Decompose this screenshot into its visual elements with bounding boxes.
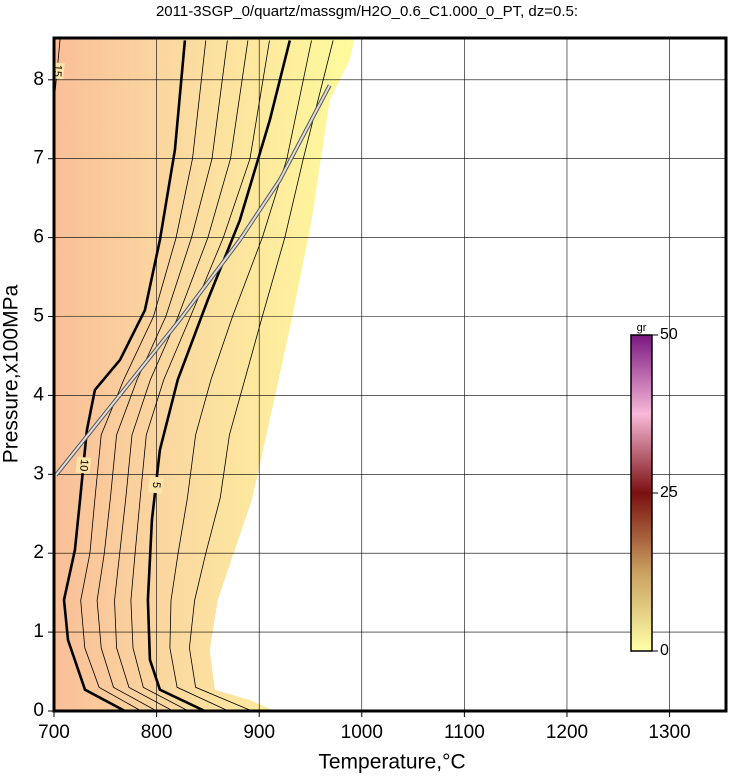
reaction-line-core [55, 84, 331, 476]
contour-line [188, 40, 334, 711]
axes: 700 800 900 1000 1100 1200 1300 0 1 2 3 4 5 6 7 8 gr 0 25 5… [33, 69, 690, 743]
plot-area: 15 10 5 [51, 38, 726, 711]
colorbar [630, 334, 653, 652]
x-tick-label: 1000 [341, 722, 383, 743]
x-tick-label: 1300 [648, 722, 690, 743]
x-tick-label: 700 [38, 722, 70, 743]
contour-label-bg [148, 476, 164, 494]
y-tick-label: 5 [33, 306, 44, 327]
contour-label-bg [54, 62, 65, 80]
x-tick-label: 1200 [546, 722, 588, 743]
contour-label-bg [75, 456, 92, 474]
y-axis-label: Pressure,x100MPa [0, 284, 23, 463]
y-tick-label: 6 [33, 227, 44, 248]
x-tick-label: 900 [243, 722, 275, 743]
contour-line [96, 40, 228, 711]
y-tick-label: 0 [33, 700, 44, 721]
plot-frame [52, 36, 728, 713]
y-tick-label: 7 [33, 148, 44, 169]
x-tick-label: 1100 [444, 722, 485, 743]
contour-line [146, 40, 292, 711]
contour-line [62, 40, 187, 711]
colorbar-label: gr [637, 322, 647, 334]
contour-line [130, 40, 270, 711]
colorbar-tick-label: 50 [660, 326, 678, 343]
y-tick-label: 8 [33, 69, 44, 90]
colorbar-tick-label: 25 [660, 484, 678, 501]
contour-label: 5 [150, 481, 163, 488]
colorbar-tick-label: 0 [660, 642, 669, 659]
contour-label: 15 [51, 64, 64, 77]
contour-line [169, 40, 312, 711]
contour-label: 10 [77, 459, 90, 472]
y-tick-label: 4 [33, 384, 44, 405]
x-tick-label: 800 [141, 722, 173, 743]
y-tick-label: 1 [33, 621, 44, 642]
field [54, 38, 355, 711]
y-tick-label: 3 [33, 463, 44, 484]
contour-line [114, 40, 249, 711]
x-axis-label: Temperature,°C [318, 751, 465, 774]
y-tick-label: 2 [33, 542, 44, 563]
contour-line [80, 40, 207, 711]
chart-title: 2011-3SGP_0/quartz/massgm/H2O_0.6_C1.000… [156, 3, 578, 20]
